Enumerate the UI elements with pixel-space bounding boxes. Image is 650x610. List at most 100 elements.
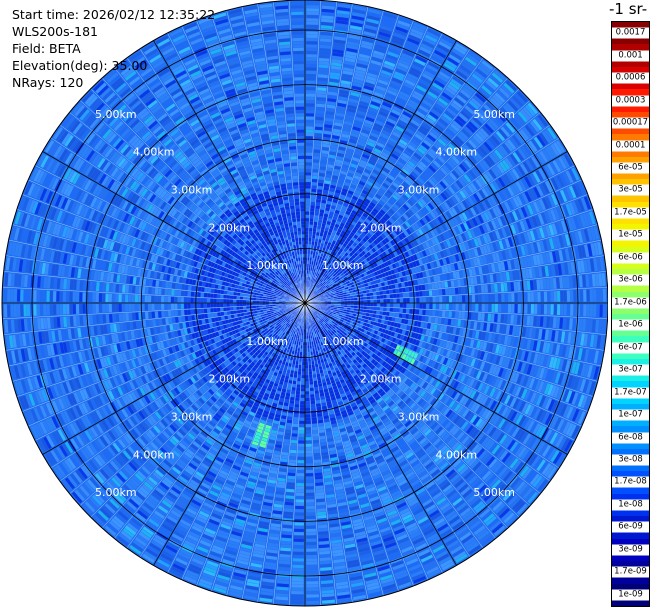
ray-gates <box>50 382 173 463</box>
ppi-plot: 1.00km 1.00km 1.00km 1.00km 2.00km 2.00km 2.00… <box>1 0 608 607</box>
ray-gates <box>130 381 213 454</box>
ray-gates <box>310 306 395 373</box>
ray-gates <box>251 422 265 446</box>
ray-gates <box>197 243 300 300</box>
ray-gates <box>348 431 403 564</box>
ray-gates <box>219 73 255 153</box>
ray-gates <box>415 361 483 402</box>
ray-gates <box>148 336 153 344</box>
ray-gates <box>320 314 527 475</box>
ray-gates <box>402 376 540 486</box>
elevation-label: Elevation(deg): 35.00 <box>12 58 148 73</box>
ray-gates <box>314 306 415 351</box>
ray-gates <box>509 441 519 452</box>
ray-gates <box>323 315 407 374</box>
ray-gates <box>259 424 272 449</box>
ray-gates <box>349 25 425 192</box>
ray-gates <box>118 308 302 544</box>
ray-gates <box>306 312 329 420</box>
ray-gates <box>292 47 305 166</box>
ray-gates <box>286 319 304 424</box>
ray-gates <box>207 325 248 346</box>
colorbar-tick-label: 6e-05 <box>612 162 649 174</box>
ray-gates <box>229 12 264 113</box>
ray-gates <box>233 572 246 578</box>
ray-gates <box>120 144 129 154</box>
ray-gates <box>337 594 351 600</box>
ray-gates <box>200 308 294 355</box>
ray-gates <box>381 73 434 158</box>
ray-gates <box>17 312 146 332</box>
ray-gates <box>514 183 583 220</box>
ray-gates <box>310 227 403 300</box>
ray-gates <box>314 469 323 483</box>
colorbar-tick-label: 1.7e-06 <box>612 297 649 309</box>
ray-gates <box>316 498 335 601</box>
colorbar-tick-label: 1e-05 <box>612 229 649 241</box>
ray-gates <box>305 8 319 137</box>
ray-gates <box>322 248 416 295</box>
ray-gates <box>308 308 362 394</box>
ray-gates <box>33 345 153 389</box>
ray-gates <box>299 309 305 418</box>
ray-gates <box>307 309 409 580</box>
ray-gates <box>237 195 244 201</box>
ray-gates <box>479 468 497 485</box>
ray-gates <box>77 400 191 499</box>
ray-gates <box>306 329 332 565</box>
ray-gates <box>564 234 571 246</box>
colorbar-tick-label: 1e-09 <box>612 589 649 601</box>
colorbar-tick-label: 3e-08 <box>612 454 649 466</box>
ray-gates <box>308 188 348 294</box>
ray-gates <box>343 12 397 163</box>
ray-gates <box>451 311 596 333</box>
ray-gates <box>338 89 349 98</box>
ray-gates <box>49 360 100 384</box>
ray-gates <box>145 413 239 558</box>
ray-gates <box>190 291 299 303</box>
ray-gates <box>307 308 358 411</box>
ray-gates <box>293 309 305 414</box>
colorbar-tick-label: 0.00017 <box>612 117 649 129</box>
ray-gates <box>330 460 365 594</box>
ray-gates <box>314 287 409 302</box>
ray-gates <box>425 274 586 297</box>
ray-gates <box>162 391 175 403</box>
ray-gates <box>326 434 365 591</box>
ray-gates <box>291 11 304 16</box>
ray-gates <box>310 70 486 296</box>
ray-gates <box>305 437 312 441</box>
ray-gates <box>382 432 431 504</box>
ray-gates <box>430 323 599 364</box>
ray-gates <box>442 303 587 317</box>
ray-gates <box>375 70 468 200</box>
ray-gates <box>428 310 606 333</box>
ray-gates <box>263 311 301 387</box>
ray-gates <box>122 527 135 538</box>
ring-label: 3.00km <box>171 410 213 423</box>
ray-gates <box>452 303 607 318</box>
azimuth-spoke <box>153 302 306 566</box>
azimuth-spoke <box>304 302 568 455</box>
ray-gates <box>206 454 215 462</box>
ray-gates <box>223 416 267 521</box>
ray-gates <box>346 20 411 181</box>
ray-gates <box>275 107 284 112</box>
colorbar-tick-label: 0.0017 <box>612 27 649 39</box>
ray-gates <box>294 427 305 526</box>
ppi-rays <box>3 1 607 605</box>
ray-gates <box>425 170 574 248</box>
ray-gates <box>277 477 286 482</box>
ray-gates <box>184 290 292 303</box>
ray-gates <box>445 239 452 248</box>
ray-gates <box>95 414 200 524</box>
ray-gates <box>263 102 280 146</box>
ray-gates <box>305 15 319 173</box>
ray-gates <box>151 308 302 549</box>
ray-gates <box>209 484 222 497</box>
ray-gates <box>377 485 387 492</box>
ray-gates <box>252 431 284 559</box>
ray-gates <box>7 326 161 365</box>
ray-gates <box>313 307 392 346</box>
ray-gates <box>427 114 437 123</box>
